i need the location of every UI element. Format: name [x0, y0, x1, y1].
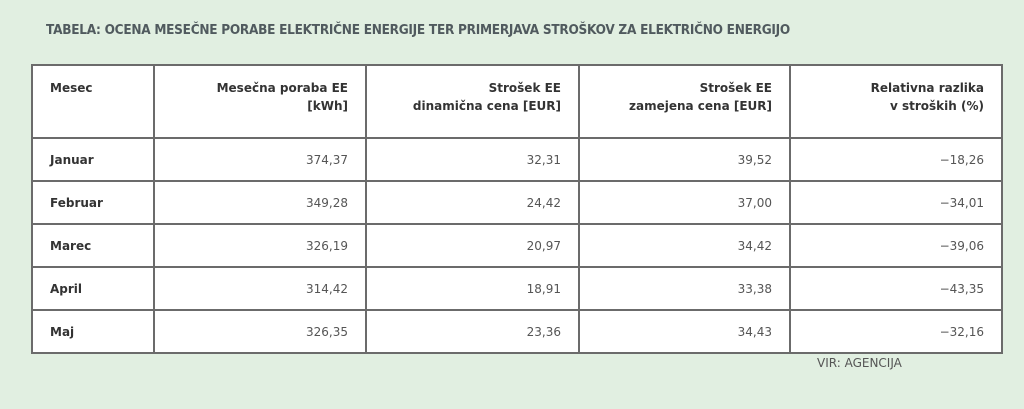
table-cell: 326,35 [153, 309, 367, 354]
header-row: Mesec Mesečna poraba EE [kWh] Strošek EE din… [31, 64, 1003, 139]
table-cell: −32,16 [789, 309, 1003, 354]
table-cell: 326,19 [153, 223, 367, 268]
table-cell: 37,00 [578, 180, 791, 225]
table-cell: 20,97 [365, 223, 580, 268]
table-row: Maj 326,35 23,36 34,43 −32,16 [31, 309, 1003, 354]
table-row: April 314,42 18,91 33,38 −43,35 [31, 266, 1003, 311]
table-title: TABELA: OCENA MESEČNE PORABE ELEKTRIČNE … [46, 22, 790, 38]
table-cell: 374,37 [153, 137, 367, 182]
column-header: Mesec [31, 64, 155, 139]
column-header: Strošek EE zamejena cena [EUR] [578, 64, 791, 139]
column-header: Relativna razlika v stroških (%) [789, 64, 1003, 139]
table-cell: 23,36 [365, 309, 580, 354]
table-row: Januar 374,37 32,31 39,52 −18,26 [31, 137, 1003, 182]
table-cell: Maj [31, 309, 155, 354]
table-cell: −34,01 [789, 180, 1003, 225]
table-cell: 39,52 [578, 137, 791, 182]
header-line: Mesec [50, 81, 93, 95]
table-row: Februar 349,28 24,42 37,00 −34,01 [31, 180, 1003, 225]
table-cell: 34,43 [578, 309, 791, 354]
table-cell: 24,42 [365, 180, 580, 225]
table-cell: −43,35 [789, 266, 1003, 311]
header-line: Strošek EE [488, 81, 561, 95]
table-cell: 314,42 [153, 266, 367, 311]
table-cell: 18,91 [365, 266, 580, 311]
source-note: VIR: AGENCIJA [817, 356, 902, 370]
column-header: Strošek EE dinamična cena [EUR] [365, 64, 580, 139]
table-cell: 32,31 [365, 137, 580, 182]
data-table: Mesec Mesečna poraba EE [kWh] Strošek EE din… [31, 64, 1003, 354]
table-row: Marec 326,19 20,97 34,42 −39,06 [31, 223, 1003, 268]
table-cell: −18,26 [789, 137, 1003, 182]
header-line: Strošek EE [699, 81, 772, 95]
table-cell: Marec [31, 223, 155, 268]
table-cell: 33,38 [578, 266, 791, 311]
table-cell: April [31, 266, 155, 311]
table-cell: Februar [31, 180, 155, 225]
header-line: Relativna razlika [870, 81, 984, 95]
column-header: Mesečna poraba EE [kWh] [153, 64, 367, 139]
header-line: zamejena cena [EUR] [628, 99, 772, 113]
header-line: Mesečna poraba EE [216, 81, 348, 95]
header-line: v stroških (%) [890, 99, 984, 113]
table-cell: 34,42 [578, 223, 791, 268]
table-cell: Januar [31, 137, 155, 182]
table-cell: 349,28 [153, 180, 367, 225]
header-line: [kWh] [307, 99, 348, 113]
table-cell: −39,06 [789, 223, 1003, 268]
header-line: dinamična cena [EUR] [412, 99, 561, 113]
